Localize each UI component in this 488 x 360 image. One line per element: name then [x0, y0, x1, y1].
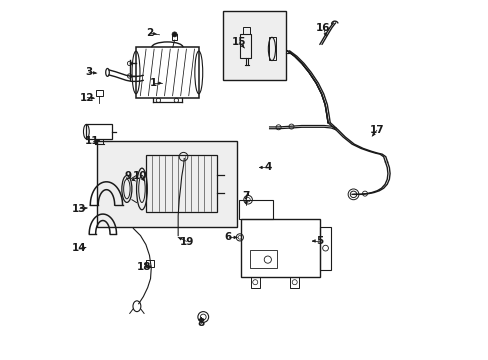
- Bar: [243, 27, 250, 34]
- Text: 6: 6: [224, 232, 231, 242]
- Text: 4: 4: [264, 162, 271, 172]
- Bar: [239, 200, 273, 220]
- Text: 17: 17: [369, 125, 384, 135]
- Text: 1: 1: [149, 78, 156, 88]
- Text: 8: 8: [198, 319, 204, 328]
- Text: 15: 15: [231, 37, 246, 47]
- Bar: [240, 34, 251, 58]
- Text: 9: 9: [124, 171, 131, 181]
- Text: 18: 18: [137, 262, 151, 272]
- Bar: [223, 12, 285, 80]
- Text: 19: 19: [180, 237, 194, 247]
- Text: 2: 2: [145, 28, 153, 38]
- Bar: [268, 37, 276, 60]
- Text: 5: 5: [316, 236, 323, 246]
- Bar: [136, 47, 198, 98]
- Text: 16: 16: [316, 23, 330, 33]
- Bar: [86, 125, 112, 139]
- Bar: [250, 277, 259, 288]
- Bar: [145, 155, 217, 212]
- Text: 13: 13: [72, 204, 86, 214]
- Bar: [171, 35, 177, 40]
- Text: 11: 11: [84, 136, 99, 145]
- Text: 14: 14: [72, 243, 87, 253]
- Text: 3: 3: [85, 67, 92, 77]
- Bar: [319, 226, 330, 270]
- Text: 7: 7: [242, 191, 249, 201]
- Circle shape: [172, 32, 177, 37]
- Bar: [97, 140, 237, 226]
- Bar: [241, 220, 319, 277]
- Text: 12: 12: [79, 93, 94, 103]
- Bar: [96, 90, 102, 96]
- Bar: [249, 250, 276, 268]
- Bar: [146, 260, 154, 267]
- Text: 10: 10: [133, 171, 147, 181]
- Bar: [290, 277, 298, 288]
